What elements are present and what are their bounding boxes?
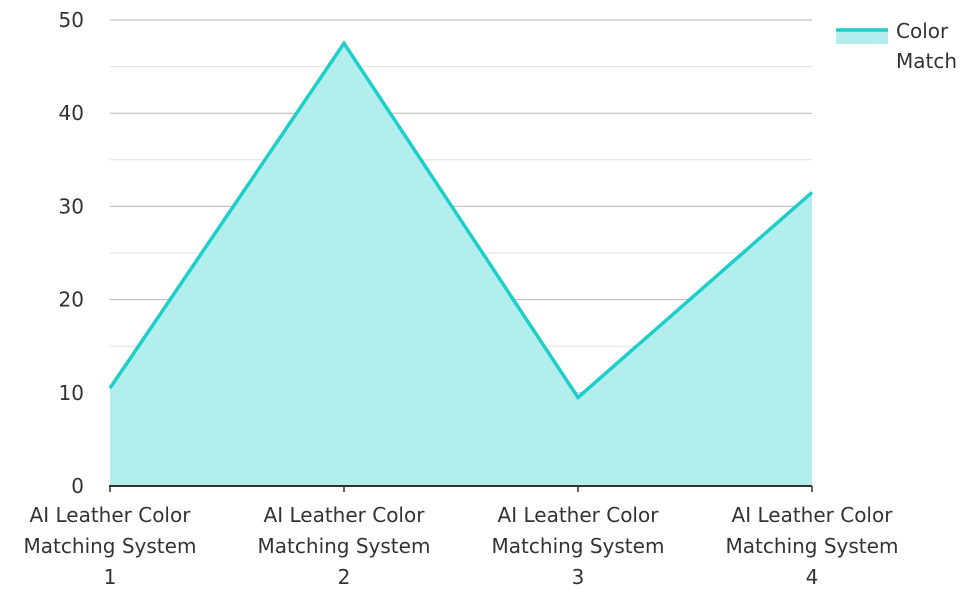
y-tick-label: 40 (59, 101, 84, 125)
legend-label: Color Match (896, 19, 957, 73)
series-area (108, 40, 814, 487)
x-tick-label: AI Leather Color Matching System 4 (726, 503, 899, 589)
x-tick-labels: AI Leather Color Matching System 1 AI Leath… (24, 503, 899, 589)
y-tick-label: 20 (59, 288, 84, 312)
series-line (108, 40, 814, 401)
y-tick-label: 50 (59, 8, 84, 32)
series-area-fill (110, 43, 812, 487)
x-tick-label: AI Leather Color Matching System 2 (258, 503, 431, 589)
y-tick-label: 30 (59, 194, 84, 218)
x-tick-label: AI Leather Color Matching System 3 (492, 503, 665, 589)
x-tick-label: AI Leather Color Matching System 1 (24, 503, 197, 589)
y-tick-label: 0 (71, 474, 84, 498)
axes (109, 485, 813, 492)
legend: Color Match (836, 19, 957, 73)
legend-swatch-fill (836, 30, 888, 44)
y-tick-label: 10 (59, 381, 84, 405)
y-tick-labels: 0 10 20 30 40 50 (59, 8, 84, 498)
